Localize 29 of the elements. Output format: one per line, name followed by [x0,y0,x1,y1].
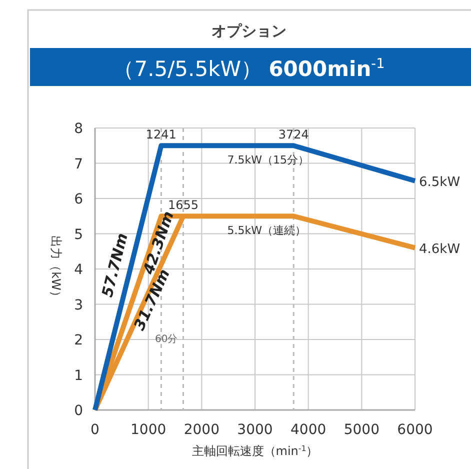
y-tick-label: 2 [74,332,83,348]
y-tick-label: 5 [74,226,83,243]
y-tick-label: 7 [74,156,83,172]
annotation: 4.6kW [419,242,460,257]
x-tick-label: 3000 [237,422,273,438]
chart-title: オプション [212,22,286,40]
y-tick-label: 3 [74,297,83,314]
y-tick-label: 1 [74,368,83,384]
annotation: 60分 [155,333,178,345]
x-tick-label: 4000 [290,422,326,438]
x-axis-title: 主軸回転速度（min$^{-1}$） [192,444,318,458]
y-tick-label: 0 [74,403,83,419]
chart-subtitle: （7.5/5.5kW） 6000min$^{-1}$ [113,56,385,81]
x-tick-label: 6000 [397,422,433,438]
annotation: 7.5kW（15分） [227,154,310,167]
x-tick-label: 1000 [130,422,166,438]
y-axis-title: 出力（kW） [49,236,63,302]
y-tick-label: 8 [74,121,83,137]
y-tick-label: 4 [74,262,84,278]
x-tick-label: 5000 [344,422,380,438]
annotation: 6.5kW [419,174,460,190]
annotation: 57.7Nm [98,231,132,299]
annotation: 1655 [168,198,199,212]
annotation: 3724 [278,128,309,142]
x-tick-label: 2000 [184,422,220,438]
annotation: 1241 [146,128,176,142]
x-tick-label: 0 [90,422,100,438]
y-tick-label: 6 [74,192,84,208]
annotation: 5.5kW（連続） [227,224,306,238]
